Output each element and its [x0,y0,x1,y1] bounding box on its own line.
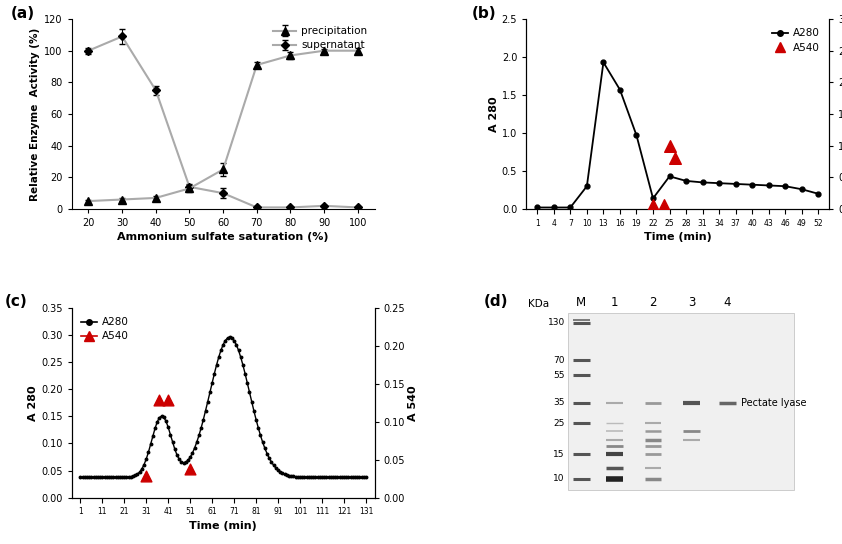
A280 [648,195,658,202]
Text: KDa: KDa [528,299,549,309]
A280 [664,173,674,180]
A540 [663,141,676,150]
A280 [615,86,625,93]
A280 [240,370,250,377]
Text: 10: 10 [553,474,565,483]
A280 [125,473,136,480]
X-axis label: Ammonium sulfate saturation (%): Ammonium sulfate saturation (%) [117,232,329,242]
Legend: precipitation, supernatant: precipitation, supernatant [271,24,370,53]
A280 [361,474,371,480]
A280 [813,190,823,197]
A280 [75,474,85,480]
Text: M: M [576,296,586,309]
A280 [300,474,310,480]
Line: A280: A280 [535,60,821,210]
A540 [669,154,682,163]
A280 [681,178,691,184]
Text: (b): (b) [472,6,496,21]
Text: (d): (d) [484,294,509,310]
A280 [532,204,542,211]
Text: Pectate lyase: Pectate lyase [741,398,807,407]
X-axis label: Time (min): Time (min) [189,521,257,530]
A280 [255,432,265,438]
A280 [288,473,298,480]
A280 [731,181,741,187]
Text: 130: 130 [547,318,565,327]
A280 [225,334,235,341]
Text: 35: 35 [553,398,565,407]
Y-axis label: A 280: A 280 [489,96,499,132]
A540 [184,465,197,473]
A280 [599,59,609,66]
Text: 70: 70 [553,356,565,365]
Text: (a): (a) [11,6,35,21]
Text: 4: 4 [723,296,731,309]
Text: 55: 55 [553,370,565,380]
A280 [714,180,724,187]
Text: 2: 2 [649,296,657,309]
Bar [568,313,793,490]
Line: A280: A280 [79,336,367,478]
Text: 1: 1 [610,296,618,309]
A540 [152,396,166,405]
A280 [797,186,807,193]
A280 [781,183,791,189]
A540 [658,200,671,209]
Legend: A280, A540: A280, A540 [768,24,824,57]
A280 [764,182,774,189]
Text: 3: 3 [688,296,695,309]
Y-axis label: A 280: A 280 [28,385,38,421]
Text: 15: 15 [553,449,565,459]
X-axis label: Time (min): Time (min) [644,232,711,242]
Y-axis label: Relative Enzyme  Activity (%): Relative Enzyme Activity (%) [29,27,40,201]
Legend: A280, A540: A280, A540 [77,313,133,345]
A280 [565,204,575,211]
A540 [140,472,153,481]
Y-axis label: A 540: A 540 [408,385,418,421]
A540 [162,396,175,405]
A280 [632,132,642,139]
A280 [747,182,757,188]
A540 [647,200,660,209]
A280 [86,474,96,480]
A280 [549,204,559,211]
Text: 25: 25 [553,418,565,428]
A280 [582,183,592,189]
Text: (c): (c) [5,294,28,310]
A280 [697,179,707,186]
